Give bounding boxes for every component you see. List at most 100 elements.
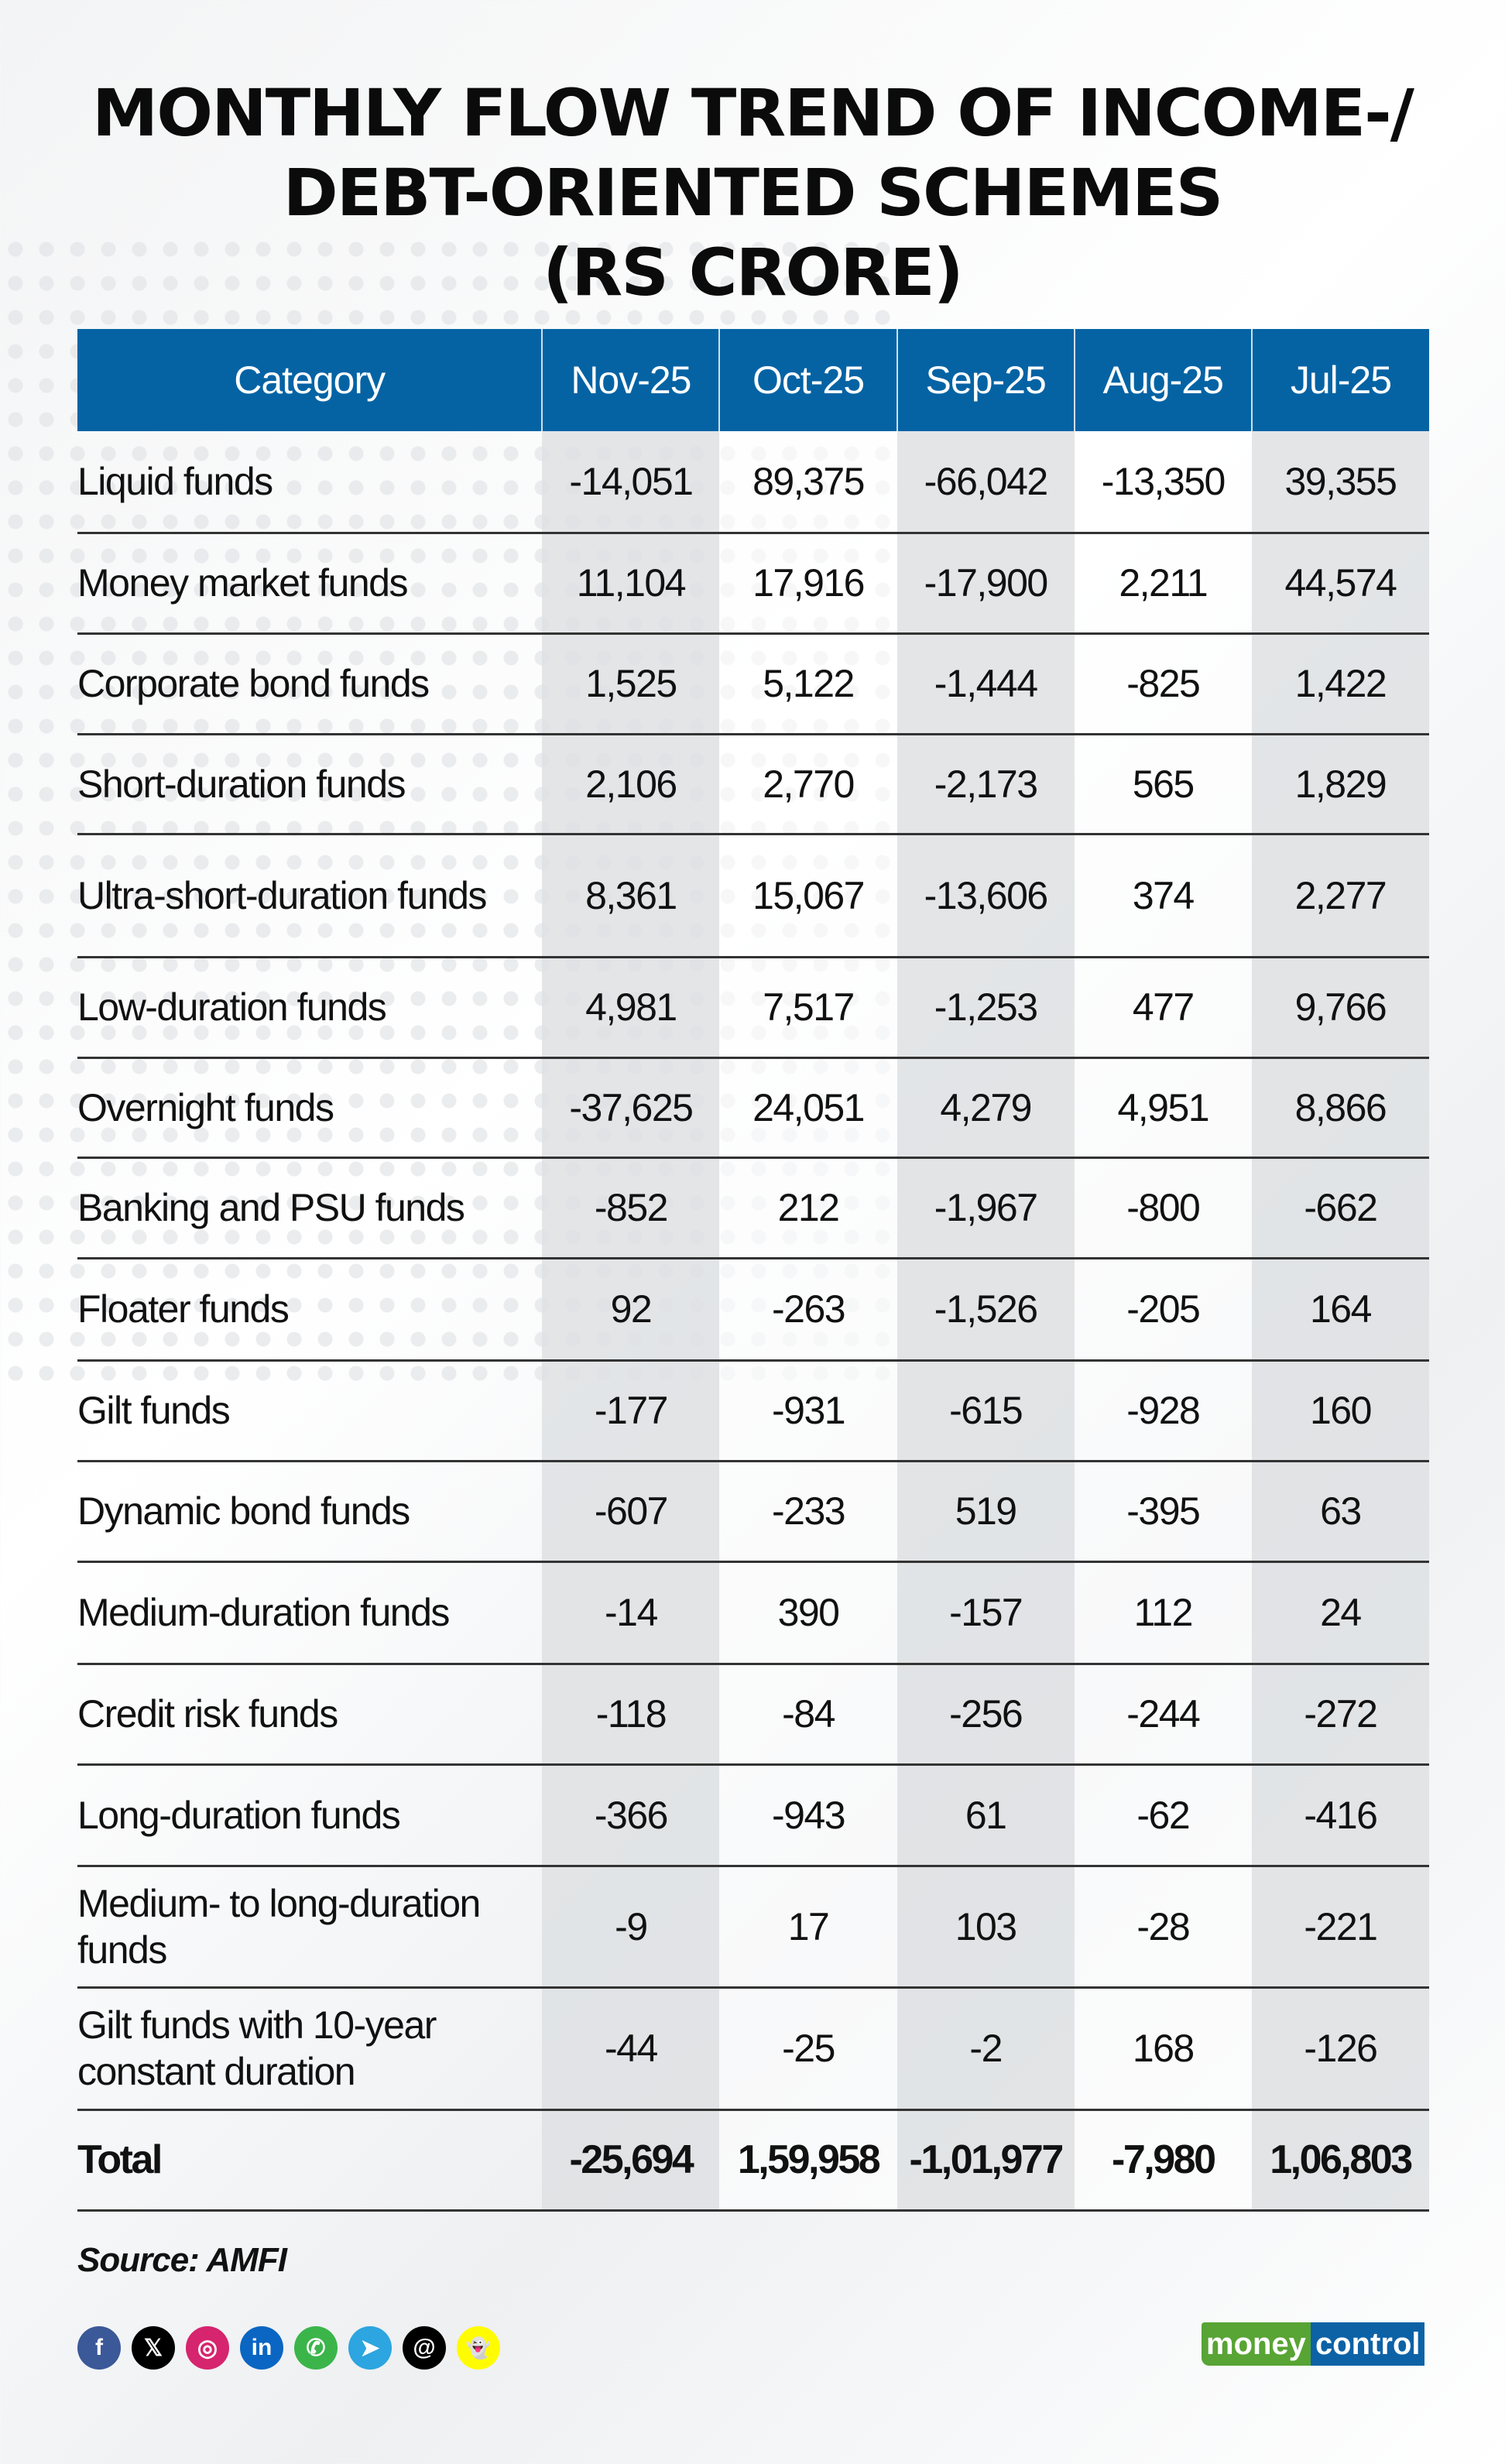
value-cell-sep-25: -1,01,977	[896, 2109, 1075, 2212]
category-cell: Low-duration funds	[77, 957, 543, 1059]
value-cell-nov-25: 2,106	[542, 734, 720, 835]
value-cell-aug-25: -62	[1074, 1764, 1252, 1867]
value-cell-nov-25: 92	[542, 1258, 720, 1362]
value-cell-aug-25: 2,211	[1074, 533, 1252, 635]
table-row: Credit risk funds -118 -84 -256 -244 -272	[77, 1664, 1429, 1766]
category-cell: Liquid funds	[77, 431, 543, 534]
value-cell-jul-25: 160	[1251, 1360, 1429, 1462]
table-row: Liquid funds -14,051 89,375 -66,042 -13,350 3…	[77, 431, 1429, 534]
value-cell-aug-25: 112	[1074, 1561, 1252, 1665]
table-row: Medium- to long-duration funds -9 17 103 -28…	[77, 1866, 1429, 1989]
value-cell-oct-25: 2,770	[719, 734, 897, 835]
page-title: MONTHLY FLOW TREND OF INCOME-/ DEBT-ORIE…	[0, 74, 1505, 313]
instagram-icon[interactable]: ◎	[186, 2326, 229, 2370]
value-cell-jul-25: -662	[1251, 1157, 1429, 1259]
value-cell-jul-25: -221	[1251, 1866, 1429, 1989]
value-cell-oct-25: 17	[719, 1866, 897, 1989]
value-cell-oct-25: 89,375	[719, 431, 897, 534]
flow-table: Category Nov-25 Oct-25 Sep-25 Aug-25 Jul-25 L…	[77, 329, 1429, 2212]
value-cell-aug-25: -395	[1074, 1461, 1252, 1563]
category-cell: Long-duration funds	[77, 1764, 543, 1867]
value-cell-nov-25: -37,625	[542, 1057, 720, 1159]
value-cell-sep-25: -2	[896, 1987, 1075, 2111]
value-cell-jul-25: 2,277	[1251, 834, 1429, 958]
value-cell-aug-25: -205	[1074, 1258, 1252, 1362]
value-cell-jul-25: 1,422	[1251, 633, 1429, 735]
table-row: Low-duration funds 4,981 7,517 -1,253 477 9,7…	[77, 957, 1429, 1059]
table-row: Floater funds 92 -263 -1,526 -205 164	[77, 1258, 1429, 1362]
category-cell: Credit risk funds	[77, 1664, 543, 1766]
logo-part-money: money	[1202, 2322, 1311, 2366]
value-cell-sep-25: -13,606	[896, 834, 1075, 958]
value-cell-aug-25: -7,980	[1074, 2109, 1252, 2212]
value-cell-nov-25: -177	[542, 1360, 720, 1462]
title-line-3: (RS CRORE)	[543, 235, 964, 310]
column-header-aug-25: Aug-25	[1073, 329, 1252, 431]
category-cell: Ultra-short-duration funds	[77, 834, 543, 958]
value-cell-sep-25: 61	[896, 1764, 1075, 1867]
value-cell-oct-25: -263	[719, 1258, 897, 1362]
snapchat-icon[interactable]: 👻	[457, 2326, 500, 2370]
value-cell-sep-25: -17,900	[896, 533, 1075, 635]
value-cell-oct-25: 7,517	[719, 957, 897, 1059]
category-cell: Medium- to long-duration funds	[77, 1866, 543, 1989]
category-cell: Corporate bond funds	[77, 633, 543, 735]
category-cell: Gilt funds with 10-year constant duratio…	[77, 1987, 543, 2111]
threads-icon[interactable]: @	[403, 2326, 446, 2370]
value-cell-nov-25: -44	[542, 1987, 720, 2111]
table-row: Dynamic bond funds -607 -233 519 -395 63	[77, 1461, 1429, 1563]
title-line-2: DEBT-ORIENTED SCHEMES	[283, 155, 1224, 231]
value-cell-sep-25: -615	[896, 1360, 1075, 1462]
value-cell-oct-25: 24,051	[719, 1057, 897, 1159]
facebook-icon[interactable]: f	[77, 2326, 121, 2370]
category-cell: Floater funds	[77, 1258, 543, 1362]
value-cell-oct-25: 212	[719, 1157, 897, 1259]
value-cell-nov-25: 1,525	[542, 633, 720, 735]
value-cell-jul-25: 39,355	[1251, 431, 1429, 534]
social-icons: f 𝕏 ◎ in ✆ ➤ @ 👻	[77, 2326, 500, 2370]
value-cell-jul-25: 44,574	[1251, 533, 1429, 635]
value-cell-aug-25: 477	[1074, 957, 1252, 1059]
column-header-jul-25: Jul-25	[1250, 329, 1429, 431]
value-cell-nov-25: -118	[542, 1664, 720, 1766]
table-row: Medium-duration funds -14 390 -157 112 24	[77, 1561, 1429, 1665]
table-row: Long-duration funds -366 -943 61 -62 -416	[77, 1764, 1429, 1867]
telegram-icon[interactable]: ➤	[348, 2326, 392, 2370]
column-header-sep-25: Sep-25	[896, 329, 1075, 431]
value-cell-oct-25: 390	[719, 1561, 897, 1665]
value-cell-aug-25: 374	[1074, 834, 1252, 958]
category-cell: Total	[77, 2109, 543, 2212]
value-cell-oct-25: -931	[719, 1360, 897, 1462]
value-cell-nov-25: -852	[542, 1157, 720, 1259]
value-cell-jul-25: 9,766	[1251, 957, 1429, 1059]
value-cell-nov-25: -366	[542, 1764, 720, 1867]
value-cell-nov-25: 8,361	[542, 834, 720, 958]
value-cell-nov-25: -25,694	[542, 2109, 720, 2212]
value-cell-nov-25: -607	[542, 1461, 720, 1563]
value-cell-nov-25: -14,051	[542, 431, 720, 534]
table-row: Ultra-short-duration funds 8,361 15,067 -13…	[77, 834, 1429, 958]
value-cell-sep-25: -66,042	[896, 431, 1075, 534]
linkedin-icon[interactable]: in	[240, 2326, 283, 2370]
category-cell: Banking and PSU funds	[77, 1157, 543, 1259]
value-cell-jul-25: -416	[1251, 1764, 1429, 1867]
category-cell: Dynamic bond funds	[77, 1461, 543, 1563]
x-icon[interactable]: 𝕏	[132, 2326, 175, 2370]
value-cell-aug-25: 4,951	[1074, 1057, 1252, 1159]
table-row: Banking and PSU funds -852 212 -1,967 -800 -6…	[77, 1157, 1429, 1259]
column-header-nov-25: Nov-25	[541, 329, 720, 431]
value-cell-sep-25: -1,526	[896, 1258, 1075, 1362]
value-cell-jul-25: -126	[1251, 1987, 1429, 2111]
value-cell-oct-25: -25	[719, 1987, 897, 2111]
value-cell-jul-25: 164	[1251, 1258, 1429, 1362]
value-cell-aug-25: -28	[1074, 1866, 1252, 1989]
value-cell-aug-25: -244	[1074, 1664, 1252, 1766]
value-cell-oct-25: 1,59,958	[719, 2109, 897, 2212]
value-cell-jul-25: 24	[1251, 1561, 1429, 1665]
value-cell-sep-25: 103	[896, 1866, 1075, 1989]
category-cell: Medium-duration funds	[77, 1561, 543, 1665]
value-cell-aug-25: 565	[1074, 734, 1252, 835]
table-row: Corporate bond funds 1,525 5,122 -1,444 -825…	[77, 633, 1429, 735]
table-header-row: Category Nov-25 Oct-25 Sep-25 Aug-25 Jul-25	[77, 329, 1429, 431]
whatsapp-icon[interactable]: ✆	[294, 2326, 338, 2370]
